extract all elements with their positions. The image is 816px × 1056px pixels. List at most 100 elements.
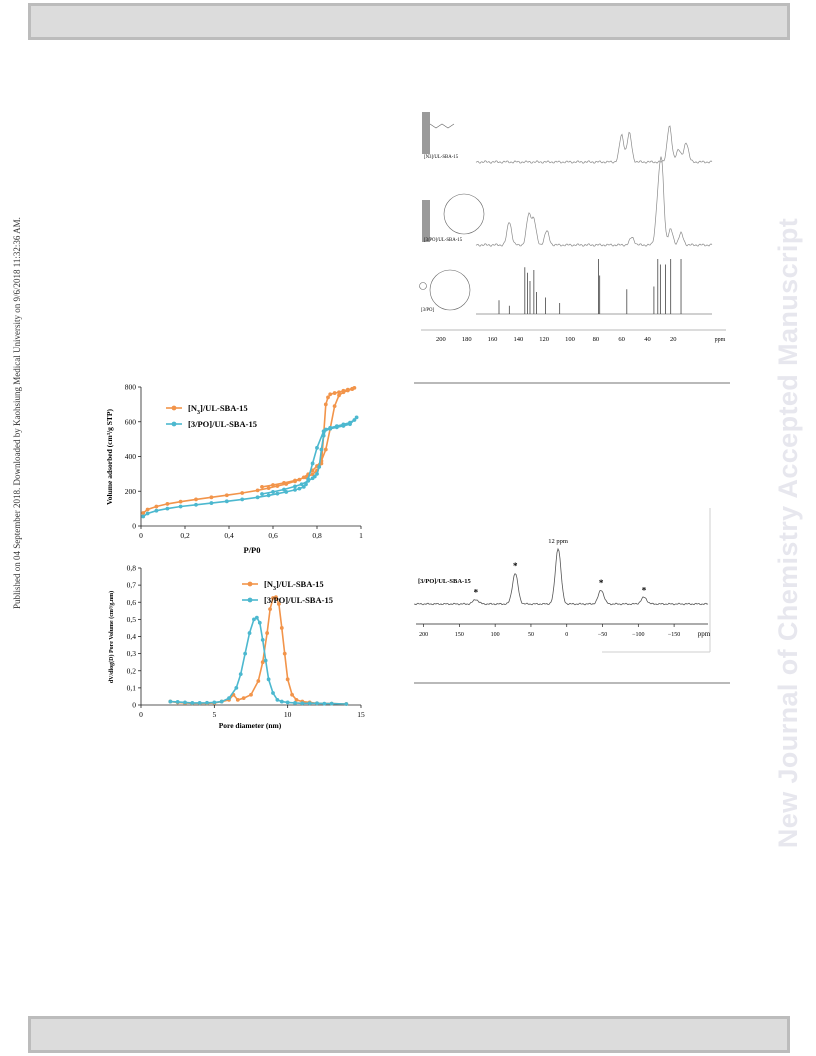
data-point <box>315 471 319 476</box>
spinning-sideband-marker: * <box>513 561 518 571</box>
data-point <box>255 495 260 500</box>
data-point <box>328 425 333 430</box>
x-tick-label: −50 <box>598 632 607 638</box>
x-tick-label: 0 <box>139 710 143 719</box>
data-point <box>263 658 268 663</box>
nmr-trace <box>475 156 713 247</box>
data-point <box>271 596 275 600</box>
data-point <box>252 617 256 622</box>
data-point <box>354 415 359 420</box>
y-tick-label: 0,1 <box>127 683 137 692</box>
data-point <box>332 404 337 409</box>
y-tick-label: 600 <box>125 417 137 426</box>
data-point <box>329 701 334 706</box>
data-point <box>194 502 198 507</box>
data-point <box>341 422 346 427</box>
data-point <box>240 491 245 495</box>
silica-surface-icon <box>422 200 430 242</box>
x-axis-unit: ppm <box>698 630 711 638</box>
data-point <box>348 420 352 425</box>
x-tick-label: 5 <box>212 710 216 719</box>
spinning-sideband-marker: * <box>474 588 479 598</box>
x-tick-label: 0,6 <box>268 531 278 540</box>
legend-marker <box>171 405 177 411</box>
data-point <box>212 700 217 705</box>
x-tick-label: 20 <box>670 336 677 343</box>
data-point <box>224 499 229 504</box>
data-point <box>219 699 224 704</box>
data-point <box>274 595 278 600</box>
x-tick-label: 0,8 <box>312 531 322 540</box>
data-point <box>334 424 339 428</box>
data-point <box>319 447 324 452</box>
data-point <box>145 507 150 512</box>
data-point <box>266 677 271 682</box>
page-header-bar <box>28 3 790 40</box>
data-point <box>279 699 284 704</box>
x-tick-label: 200 <box>419 632 428 638</box>
x-tick-label: 120 <box>539 336 549 343</box>
x-tick-label: 0 <box>565 632 568 638</box>
page-footer-bar <box>28 1016 790 1053</box>
data-point <box>154 508 159 513</box>
legend-marker <box>247 597 253 603</box>
y-tick-label: 0,5 <box>127 615 137 624</box>
x-tick-label: 40 <box>644 336 651 343</box>
caption-divider <box>414 682 730 684</box>
data-point <box>285 677 290 682</box>
data-point <box>165 502 170 506</box>
data-point <box>154 504 159 509</box>
data-point <box>275 491 280 496</box>
data-point <box>337 393 341 398</box>
data-point <box>282 481 286 485</box>
data-point <box>168 699 173 704</box>
x-tick-label: 180 <box>462 336 472 343</box>
data-point <box>271 691 275 695</box>
porphyrin-structure-icon <box>443 193 485 235</box>
y-tick-label: 0,7 <box>127 581 137 590</box>
data-point <box>294 697 299 702</box>
data-point <box>227 696 231 701</box>
trace-label: [3/PO] <box>421 308 434 313</box>
nmr-trace <box>414 547 709 606</box>
data-point <box>326 395 330 400</box>
data-point <box>293 701 297 705</box>
data-point <box>165 506 170 511</box>
data-point <box>183 700 187 705</box>
data-point <box>141 511 146 515</box>
y-tick-label: 0,3 <box>127 649 137 658</box>
data-point <box>299 482 304 487</box>
y-tick-label: 0 <box>132 522 136 531</box>
data-point <box>293 484 297 489</box>
data-point <box>306 478 311 483</box>
data-point <box>266 486 271 491</box>
series-label: [3/PO]/UL-SBA-15 <box>418 578 471 585</box>
data-point <box>284 490 289 494</box>
adsorption-isotherm-chart: 0 0,2 0,4 0,6 0,8 1 0 200 400 600 800 [N3]/UL-SBA-… <box>105 383 363 556</box>
y-tick-label: 0,6 <box>127 598 137 607</box>
x-tick-label: 140 <box>513 336 523 343</box>
x-tick-label: 0,4 <box>224 531 234 540</box>
data-point <box>285 700 290 705</box>
spinning-sideband-marker: * <box>599 578 604 588</box>
legend-marker <box>247 581 253 587</box>
legend-label: [3/PO]/UL-SBA-15 <box>264 595 333 605</box>
x-tick-label: 150 <box>455 632 464 638</box>
data-point <box>352 418 357 422</box>
data-point <box>249 692 253 697</box>
y-tick-label: 0,8 <box>127 564 137 573</box>
data-point <box>224 493 229 498</box>
nmr-13c-spectra-chart: [N3]/UL-SBA-15 [3/PO]/UL-SBA-15 [3/PO] 200… <box>419 112 726 343</box>
data-point <box>235 697 240 702</box>
y-tick-label: 200 <box>125 487 137 496</box>
x-tick-label: 100 <box>565 336 575 343</box>
y-tick-label: 0,2 <box>127 666 137 675</box>
data-point <box>307 701 312 706</box>
silica-surface-icon <box>422 112 430 154</box>
x-tick-label: 100 <box>491 632 500 638</box>
data-point <box>271 483 275 487</box>
data-point <box>255 488 260 493</box>
data-point <box>197 701 202 705</box>
x-tick-label: 10 <box>284 710 292 719</box>
data-point <box>304 482 308 487</box>
